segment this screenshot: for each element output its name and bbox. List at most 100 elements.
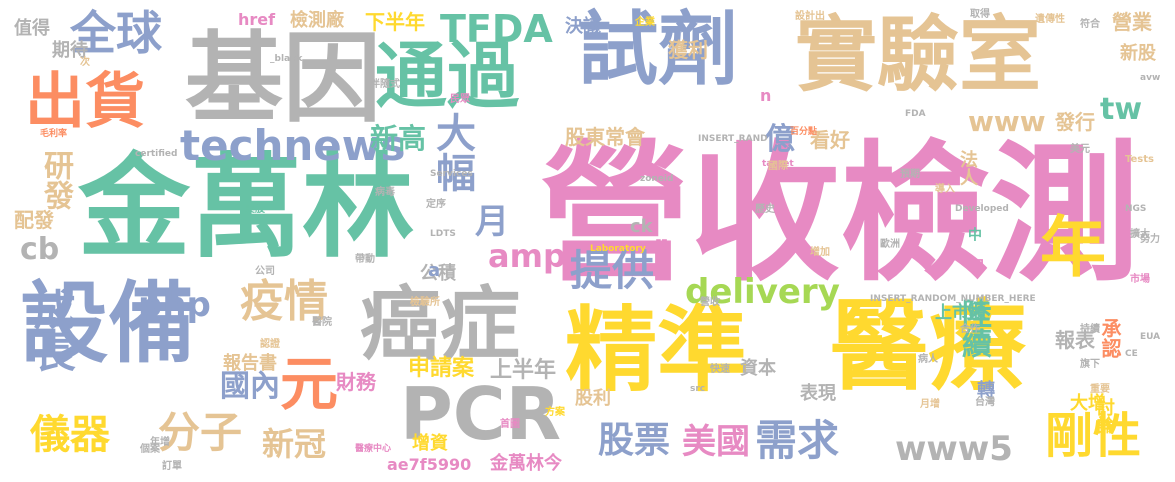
cloud-word: 營收: [700, 297, 720, 308]
cloud-word: 法人: [957, 150, 978, 186]
cloud-word: 大幅: [429, 112, 475, 192]
cloud-word: technews: [180, 121, 406, 170]
cloud-word: 努力: [1140, 234, 1160, 245]
cloud-word: 月: [475, 202, 509, 242]
cloud-word: 全球: [70, 6, 162, 60]
cloud-word: 報表: [1055, 328, 1095, 352]
cloud-word: 醫療: [830, 290, 1027, 404]
cloud-word: 導入: [935, 184, 955, 195]
cloud-word: 表現: [800, 383, 836, 404]
cloud-word: 取得: [970, 9, 990, 20]
cloud-word: 年增: [150, 437, 170, 448]
cloud-word: 符合: [1080, 19, 1100, 30]
cloud-word: 上市櫃: [935, 303, 986, 323]
cloud-word: 擴大: [1130, 229, 1150, 240]
cloud-word: 百分點: [790, 127, 818, 137]
cloud-word: 訂單: [162, 461, 182, 472]
cloud-word: TFDA: [440, 7, 553, 51]
cloud-word: 疫情: [240, 276, 328, 327]
cloud-word: 討論: [1094, 398, 1115, 434]
cloud-word: 億: [765, 122, 795, 157]
cloud-word: 出貨: [25, 67, 145, 137]
cloud-word: 新冠: [262, 425, 327, 463]
cloud-word: delivery: [685, 272, 840, 312]
cloud-word: ck: [630, 216, 653, 237]
cloud-word: 毛利率: [40, 129, 68, 139]
cloud-word: 企業: [635, 17, 655, 28]
cloud-word: 看好: [810, 128, 850, 152]
cloud-word: 日: [969, 258, 985, 272]
cloud-word: 營收檢測: [540, 128, 1141, 302]
cloud-word: INSERT_RANDOM_NUMBER_HERE: [870, 294, 1036, 304]
cloud-word: 決議: [565, 16, 601, 37]
cloud-word: 新股: [1120, 43, 1156, 64]
cloud-word: 設計出: [795, 11, 825, 22]
cloud-word: 國際: [768, 161, 788, 172]
cloud-word: 元: [280, 350, 339, 418]
cloud-word: 年: [1040, 209, 1106, 286]
cloud-word: 值得: [14, 18, 50, 39]
cloud-word: n: [760, 86, 772, 105]
cloud-word: 股: [655, 239, 669, 255]
cloud-word: 檢測廠: [290, 10, 344, 31]
cloud-word: 醫療中心: [355, 444, 392, 454]
cloud-word: 增加: [810, 247, 830, 258]
cloud-word: a: [428, 260, 441, 281]
cloud-word: 台灣: [975, 397, 995, 408]
cloud-word: 歐洲: [880, 239, 900, 250]
cloud-word: INSERT_RAND: [698, 134, 768, 144]
cloud-word: certified: [135, 149, 178, 159]
cloud-word: 持續: [1080, 324, 1100, 335]
cloud-word: 獲利: [668, 38, 708, 62]
cloud-word: www5: [895, 429, 1013, 469]
cloud-word: 股票: [598, 420, 671, 461]
cloud-word: 成長: [27, 288, 76, 372]
cloud-word: 大增: [1070, 393, 1106, 414]
cloud-word: 市場: [1130, 274, 1150, 285]
cloud-word: 次: [80, 57, 90, 68]
cloud-word: 國內: [220, 369, 280, 404]
cloud-word: NGS: [1125, 204, 1147, 214]
cloud-word: 營業: [1112, 10, 1152, 34]
cloud-word: 美股: [245, 204, 265, 215]
cloud-word: 實驗室: [795, 8, 1042, 103]
cloud-word: 基因: [185, 22, 382, 136]
cloud-word: 金萬林今: [490, 453, 562, 474]
cloud-word: 股東常會: [565, 125, 645, 149]
cloud-word: 儀器: [30, 412, 110, 458]
cloud-word: 陸續: [956, 298, 991, 358]
cloud-word: PCR: [400, 372, 562, 456]
cloud-word: 發行: [1055, 110, 1095, 134]
cloud-word: 合作: [960, 324, 980, 335]
cloud-word: 病人: [918, 354, 938, 365]
cloud-word: 快速: [710, 364, 730, 375]
cloud-word: 月增: [920, 399, 940, 410]
cloud-word: 美國: [682, 422, 750, 462]
cloud-word: 試劑: [578, 3, 738, 96]
cloud-word: 承認: [1098, 318, 1122, 358]
cloud-word: 首圖: [500, 419, 520, 430]
cloud-word: 伴隨式: [370, 79, 400, 90]
cloud-word: Services: [430, 169, 473, 179]
cloud-word: _blank: [270, 54, 303, 64]
cloud-word: EUA: [1140, 332, 1161, 342]
cloud-word: 配發: [14, 208, 54, 232]
cloud-word: 新高: [370, 122, 427, 155]
cloud-word: avw: [1140, 73, 1161, 83]
cloud-word: zoneid: [640, 174, 674, 184]
cloud-word: 公積: [420, 263, 456, 284]
cloud-word: 研發: [38, 150, 73, 210]
cloud-word: LDTS: [430, 229, 456, 239]
cloud-word: 設備: [20, 272, 197, 375]
cloud-word: 認證: [260, 339, 280, 350]
cloud-word: CE: [1125, 349, 1138, 359]
cloud-word: 股利: [575, 388, 611, 409]
cloud-word: 方案: [545, 407, 565, 418]
cloud-word: 需求: [755, 416, 840, 465]
cloud-word: 增資: [412, 433, 448, 454]
cloud-word: href: [238, 10, 276, 29]
cloud-word: 帶動: [355, 254, 375, 265]
cloud-word: 分子: [158, 408, 243, 457]
cloud-word: tw: [1100, 92, 1143, 127]
cloud-word: Tests: [1125, 154, 1154, 165]
